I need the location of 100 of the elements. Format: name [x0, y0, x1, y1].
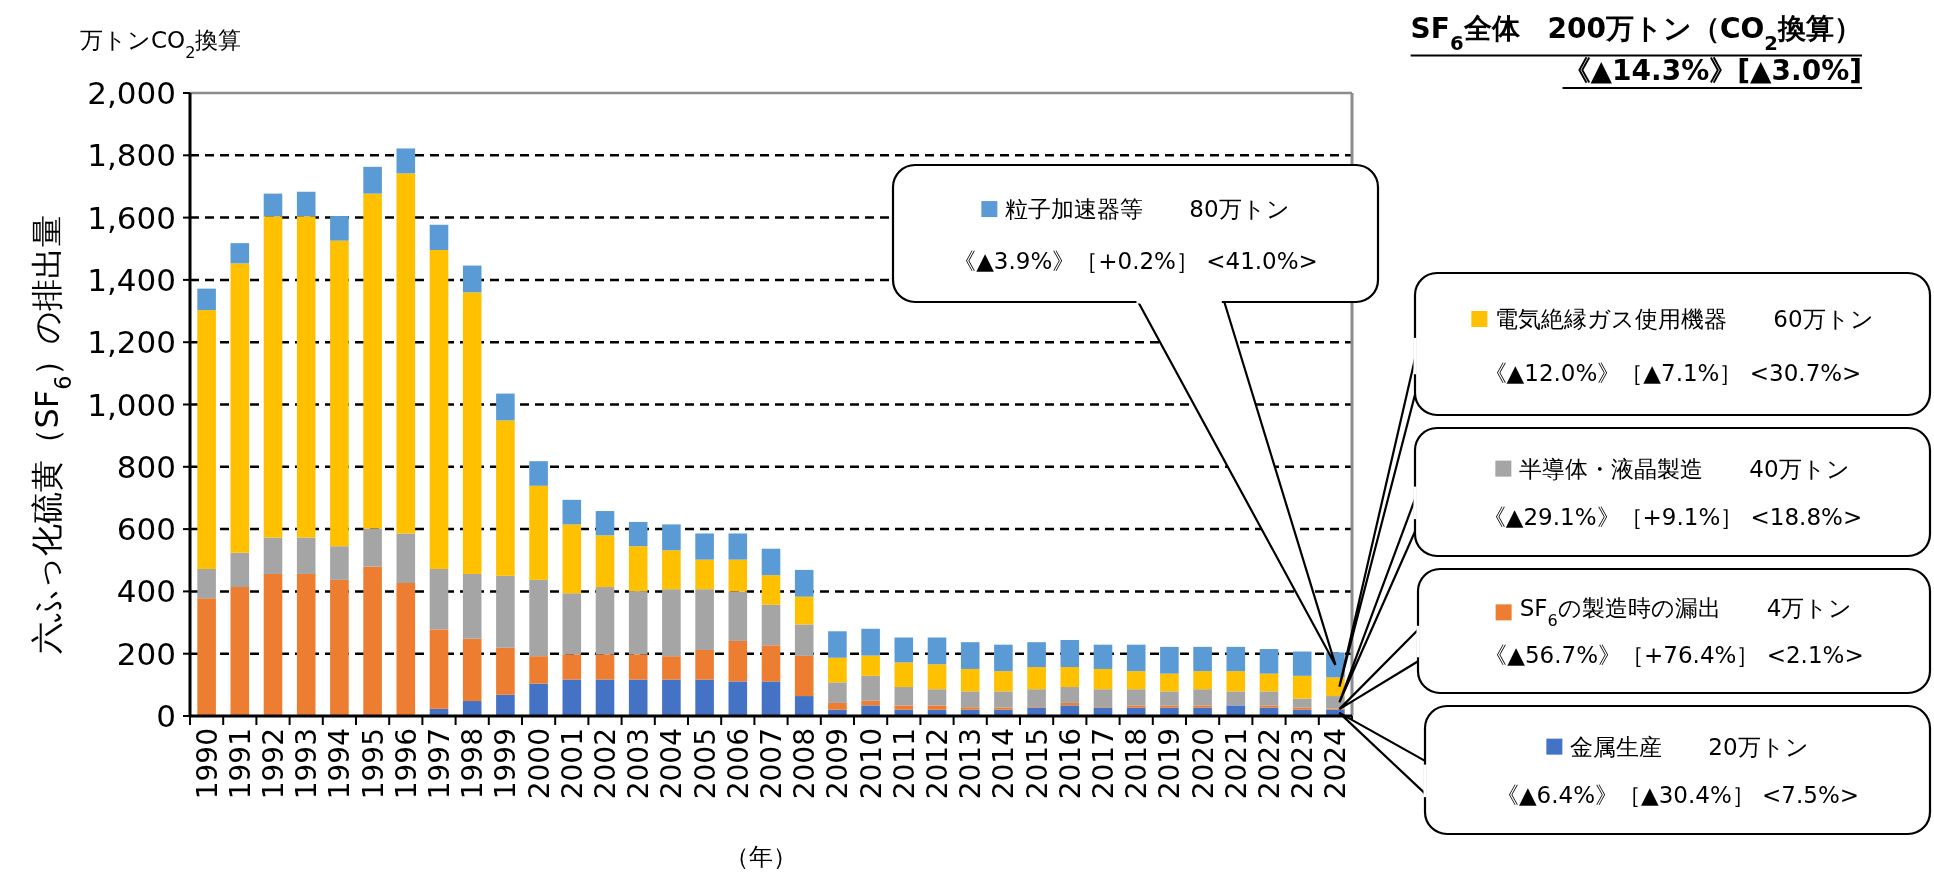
bar [1259, 649, 1279, 674]
legend-label: 半導体・液晶製造 40万トン [1519, 455, 1850, 482]
bar [562, 679, 582, 716]
x-tick-label: 2005 [688, 728, 722, 800]
x-tick-label: 2017 [1087, 728, 1120, 800]
bar [396, 582, 416, 716]
bar [761, 604, 781, 646]
bar [695, 679, 714, 716]
y-tick-label: 0 [156, 698, 176, 734]
bar [960, 707, 980, 710]
y-tick-label: 1,400 [87, 261, 176, 298]
bar [595, 535, 615, 588]
bar [994, 644, 1013, 672]
bar [628, 654, 648, 680]
bar [1292, 651, 1312, 676]
bar [1027, 667, 1046, 690]
y-tick-label: 1,000 [87, 386, 176, 423]
bar [994, 671, 1013, 692]
bar [396, 148, 416, 174]
bar [296, 191, 316, 217]
bar [1160, 646, 1179, 674]
bar [496, 694, 515, 716]
bar [263, 193, 283, 217]
bar [330, 216, 349, 241]
x-tick-label: 2014 [987, 728, 1021, 800]
y-tick-label: 600 [116, 511, 176, 548]
x-tick-label: 1993 [290, 728, 324, 800]
x-tick-label: 1992 [257, 728, 290, 800]
bar [462, 265, 482, 293]
text: 《▲29.1%》［+9.1%］ <18.8%> [1482, 504, 1863, 531]
bar [761, 548, 781, 576]
legend-label: 金属生産 20万トン [1570, 733, 1809, 760]
bar [496, 647, 515, 695]
bar [927, 637, 947, 665]
x-tick-label: 2010 [854, 728, 888, 800]
bar [628, 521, 648, 547]
bar [761, 681, 781, 716]
bar [296, 216, 316, 538]
bar [695, 533, 714, 560]
text: 《▲6.4%》［▲30.4%］ <7.5%> [1495, 782, 1860, 809]
bar [529, 683, 548, 716]
y-tick-label: 400 [116, 573, 176, 610]
bar [595, 654, 615, 680]
bar [496, 420, 515, 576]
bar [728, 640, 748, 682]
bar [894, 687, 914, 706]
bar [960, 642, 980, 669]
bar [462, 638, 482, 702]
bar [728, 559, 748, 592]
x-tick-label: 2024 [1319, 728, 1353, 800]
bar [695, 559, 714, 590]
text: 《▲14.3%》[▲3.0%] [1562, 54, 1862, 87]
x-tick-label: 2008 [788, 728, 822, 800]
x-tick-label: 2011 [887, 728, 921, 800]
y-tick-label: 200 [116, 635, 176, 672]
bar [197, 310, 216, 569]
text: 万トンCO$_{2}$換算 [80, 27, 242, 62]
bar [230, 552, 250, 588]
bar [363, 166, 382, 194]
bar [1193, 705, 1212, 708]
x-tick-label: 2019 [1153, 728, 1187, 800]
x-tick-label: 1999 [489, 728, 523, 800]
x-tick-label: 1998 [456, 728, 490, 800]
bar [828, 702, 847, 710]
bar [1259, 691, 1279, 706]
annotation: 《▲3.9%》［+0.2%］ <41.0%> [953, 248, 1318, 275]
bar [562, 654, 582, 680]
bar [296, 537, 316, 574]
bar [662, 550, 681, 590]
bar [927, 664, 947, 690]
bar [429, 629, 449, 709]
bar [1060, 639, 1080, 668]
bar [794, 569, 814, 597]
x-tick-label: 2001 [555, 728, 589, 800]
bar [1126, 644, 1146, 672]
bar [429, 250, 449, 569]
x-tick-label: 1996 [389, 728, 423, 800]
x-tick-label: 2013 [954, 728, 988, 800]
bar [628, 546, 648, 592]
bar [330, 579, 349, 716]
bar [429, 224, 449, 250]
x-tick-label: 2000 [522, 728, 556, 800]
x-tick-label: 2018 [1120, 728, 1154, 800]
bar [595, 511, 615, 536]
bar [263, 573, 283, 716]
bar [296, 573, 316, 716]
bar [828, 682, 847, 703]
bar [927, 705, 947, 710]
bar [1193, 646, 1212, 672]
bar [1093, 644, 1113, 669]
bar [462, 701, 482, 716]
bar [1027, 642, 1046, 668]
bar [861, 705, 880, 716]
bar [662, 589, 681, 657]
bar [1126, 705, 1146, 708]
bar [794, 624, 814, 656]
bar [197, 568, 216, 599]
bar [1226, 646, 1246, 672]
bar [230, 587, 250, 716]
bar [1160, 705, 1179, 708]
